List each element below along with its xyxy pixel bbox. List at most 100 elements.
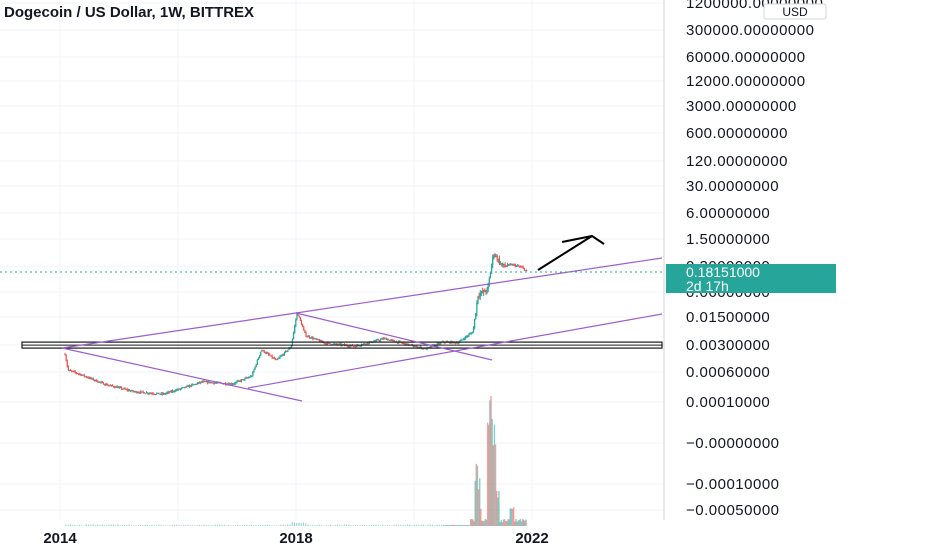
candle-up [466,336,468,338]
candle-down [75,372,77,374]
candle-up [486,288,488,292]
volume-bar [500,519,502,526]
volume-bar [108,524,110,526]
volume-bar [128,524,130,526]
candle-down [212,382,214,384]
candle-up [292,332,295,339]
candle-up [339,343,341,345]
price-tick-label: 3000.00000000 [686,98,797,115]
candle-up [386,339,389,341]
candle-down [358,345,360,347]
candle-down [286,351,288,353]
candle-up [469,333,471,335]
volume-bar [235,525,237,526]
candle-down [367,342,369,344]
candle-up [460,339,462,341]
candle-up [251,376,253,378]
volume-bar [511,508,514,526]
volume-bar [393,524,395,526]
volume-bar [491,418,493,526]
candle-down [246,377,248,379]
volume-bar [237,524,239,526]
candle-up [314,338,316,340]
candle-down [319,340,321,342]
volume-bar [519,519,522,526]
candle-up [175,389,177,392]
volume-bar [323,525,325,526]
volume-bar [517,520,519,526]
candle-down [83,374,85,377]
volume-bar [219,524,221,526]
candle-up [288,348,290,350]
candle-down [407,343,409,346]
candle-down [401,342,403,344]
volume-bar [311,525,314,526]
volume-bar [101,524,103,526]
volume-bar [498,491,500,526]
candle-down [498,259,501,264]
candle-up [130,390,132,392]
candle-down [355,346,357,348]
candle-down [273,357,275,359]
volume-bar [85,524,87,526]
volume-bar [488,424,490,526]
candle-down [352,346,355,348]
volume-bar [379,525,382,526]
candle-down [276,359,278,361]
candle-up [216,382,218,384]
candle-down [88,377,90,379]
candle-up [500,263,502,265]
price-tick-label: 60000.00000000 [686,49,806,66]
candle-up [194,383,196,385]
time-axis[interactable]: 2014 2018 2022 [43,530,548,547]
volume-bar [368,525,370,526]
trendline[interactable] [295,257,663,314]
trendline[interactable] [247,313,663,389]
arrow-head[interactable] [561,235,605,245]
candle-down [388,339,390,341]
candle-up [472,327,475,333]
price-axis[interactable]: 1200000.00000000300000.0000000060000.000… [686,0,823,519]
volume-bar [418,524,420,526]
volume-bar [445,525,447,526]
candle-down [503,264,505,266]
volume-bar [499,522,501,526]
candle-up [166,392,168,394]
volume-bar [400,524,402,526]
candle-down [317,339,320,341]
candle-up [475,313,477,319]
price-tick-label: 0.01500000 [686,309,770,326]
arrow-shaft[interactable] [537,235,593,271]
volume-bar [341,525,343,526]
time-tick-label: 2014 [43,530,77,547]
volume-bar [484,518,487,526]
trendline[interactable] [61,347,303,402]
volume-bar [464,525,466,526]
volume-bar [94,525,96,526]
volume-bar [465,524,467,526]
candle-down [308,336,311,338]
candle-down [518,265,520,267]
candle-up [510,264,512,266]
volume-bar [514,521,516,526]
candle-up [507,264,510,266]
trendline[interactable] [295,312,493,361]
candle-down [96,379,98,382]
volume-bar [450,524,453,526]
candle-up [259,355,261,358]
candle-down [135,391,137,393]
candle-down [125,389,127,391]
candle-up [236,381,238,383]
volume-bar [130,525,133,526]
candle-down [328,342,330,344]
candle-down [385,338,387,340]
candle-up [477,296,479,303]
candle-down [509,264,511,266]
candle-up [316,339,318,341]
candle-up [320,340,322,342]
volume-bar [466,525,468,526]
trendline[interactable] [61,312,297,349]
candle-down [321,340,323,342]
candle-down [239,380,241,382]
